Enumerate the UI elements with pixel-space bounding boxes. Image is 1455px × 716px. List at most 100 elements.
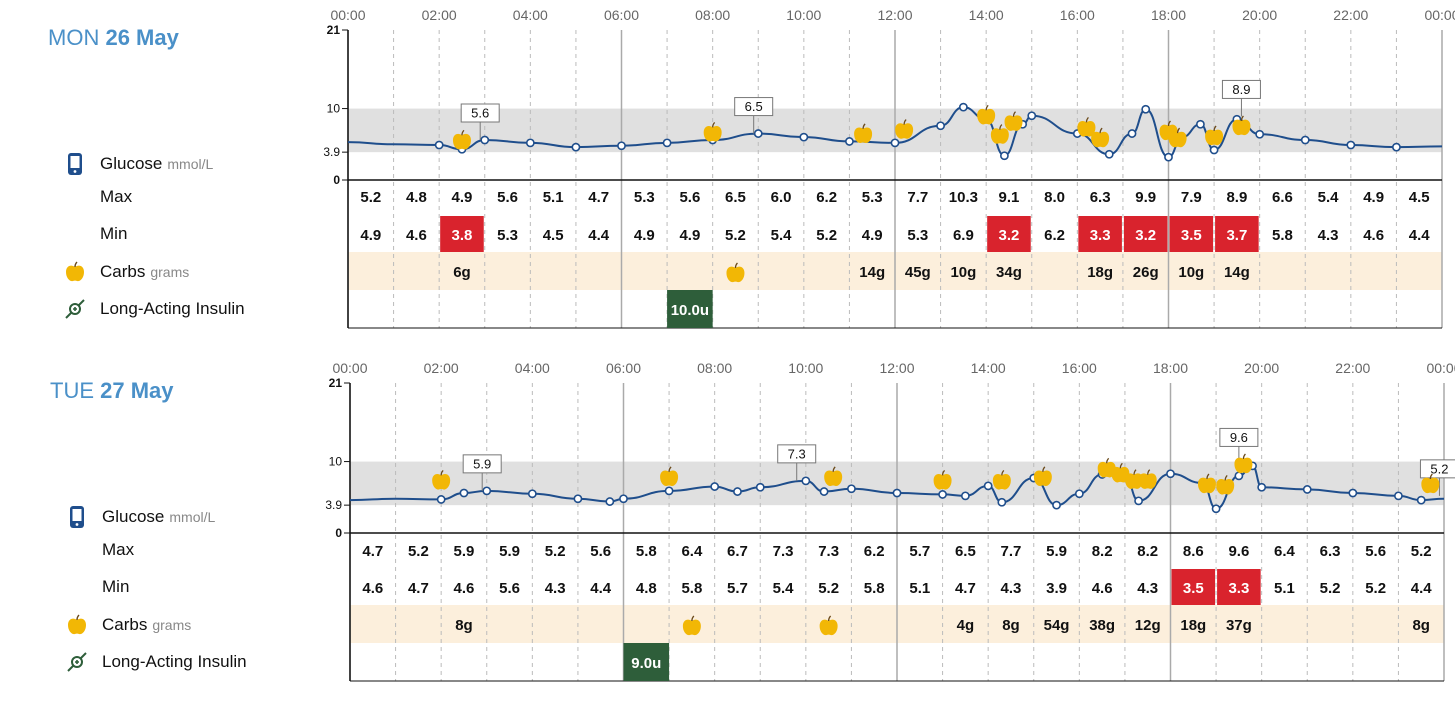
max-value: 4.7 xyxy=(588,189,609,206)
glucose-reading-dot xyxy=(890,138,900,148)
carbs-value: 4g xyxy=(957,617,975,634)
legend-min-label: Min xyxy=(102,577,130,596)
hour-label: 16:00 xyxy=(1062,360,1097,376)
callout-box xyxy=(1219,427,1259,447)
hour-label: 06:00 xyxy=(606,360,641,376)
min-value: 5.3 xyxy=(497,227,518,244)
min-value: 5.7 xyxy=(727,580,748,597)
legend-carbs-unit: grams xyxy=(152,617,192,633)
glucose-reading-dot xyxy=(459,488,469,498)
glucose-reading-dot xyxy=(1300,135,1310,145)
max-value: 6.3 xyxy=(1320,543,1341,560)
carb-marker-apple-icon xyxy=(1197,473,1216,494)
carbs-apple-icon xyxy=(726,262,745,283)
min-value: 5.2 xyxy=(1320,580,1341,597)
carbs-apple-icon xyxy=(819,615,838,636)
min-value: 4.9 xyxy=(862,227,883,244)
glucose-reading-dot xyxy=(619,494,628,504)
min-value: 4.8 xyxy=(636,580,657,597)
carb-marker-apple-icon xyxy=(1232,115,1251,136)
low-min-cell xyxy=(1078,216,1122,252)
carbs-value: 54g xyxy=(1044,617,1070,634)
carb-marker-apple-icon xyxy=(1168,127,1187,148)
min-value: 4.6 xyxy=(1092,580,1113,597)
glucose-reading-dot xyxy=(1074,489,1084,499)
min-value: 3.9 xyxy=(1046,580,1067,597)
glucose-reading-dot xyxy=(733,487,742,496)
y-tick-label: 3.9 xyxy=(325,498,342,512)
glucose-reading-dot xyxy=(1141,104,1151,114)
low-min-cell xyxy=(987,216,1031,252)
min-value: 4.9 xyxy=(679,227,700,244)
carb-marker-apple-icon xyxy=(1216,474,1235,495)
glucose-reading-dot xyxy=(1302,485,1312,494)
glucose-reading-dot xyxy=(1000,151,1009,161)
min-value: 5.1 xyxy=(1274,580,1295,597)
hour-label: 14:00 xyxy=(971,360,1006,376)
legend-glucose: Glucose mmol/L xyxy=(64,505,215,529)
carbs-value: 14g xyxy=(859,264,885,281)
min-value: 4.3 xyxy=(1318,227,1339,244)
carbs-value: 14g xyxy=(1224,264,1250,281)
hour-label: 00:00 xyxy=(1426,360,1455,376)
legend-insulin: Long-Acting Insulin xyxy=(62,297,245,321)
callout-box xyxy=(1419,459,1455,479)
hour-label: 10:00 xyxy=(788,360,823,376)
carb-marker-apple-icon xyxy=(1205,125,1224,146)
glucose-reading-dot xyxy=(605,497,615,506)
min-value: 4.9 xyxy=(360,227,381,244)
insulin-dose-label: 9.0u xyxy=(631,655,661,672)
carbs-value: 37g xyxy=(1226,617,1252,634)
min-value: 5.8 xyxy=(1272,227,1293,244)
max-value: 6.4 xyxy=(681,543,703,560)
max-value: 7.3 xyxy=(773,543,794,560)
max-value: 5.6 xyxy=(679,189,700,206)
min-value: 5.6 xyxy=(499,580,520,597)
min-value: 4.3 xyxy=(545,580,566,597)
max-value: 4.9 xyxy=(452,189,473,206)
max-value: 5.6 xyxy=(497,189,518,206)
carbs-value: 45g xyxy=(905,264,931,281)
carbs-apple-icon xyxy=(682,615,701,636)
min-value: 5.1 xyxy=(909,580,930,597)
glucose-reading-dot xyxy=(936,121,945,131)
glucose-reading-dot xyxy=(617,141,626,151)
glucose-reading-dot xyxy=(1027,111,1037,121)
carbs-value: 8g xyxy=(455,617,473,634)
glucose-reading-dot xyxy=(482,486,492,496)
max-value: 8.0 xyxy=(1044,189,1065,206)
carb-marker-apple-icon xyxy=(660,466,679,487)
glucose-reading-dot xyxy=(997,497,1007,507)
callout-value: 9.6 xyxy=(1230,430,1248,445)
glucose-reading-dot xyxy=(1052,500,1061,510)
max-value: 6.2 xyxy=(816,189,837,206)
min-value: 5.2 xyxy=(816,227,837,244)
max-value: 7.7 xyxy=(1001,543,1022,560)
min-value: 6.9 xyxy=(953,227,974,244)
carb-marker-apple-icon xyxy=(1097,457,1116,478)
glucose-reading-dot xyxy=(801,476,811,486)
min-value: 4.7 xyxy=(408,580,429,597)
legend-max: Max xyxy=(64,538,134,562)
carbs-value: 18g xyxy=(1180,617,1206,634)
max-value: 6.3 xyxy=(1090,189,1111,206)
min-value: 4.4 xyxy=(588,227,610,244)
hour-label: 12:00 xyxy=(879,360,914,376)
glucose-reading-dot xyxy=(1196,119,1205,129)
hour-label: 10:00 xyxy=(786,7,821,23)
weekday-label: MON xyxy=(48,25,100,50)
carb-marker-apple-icon xyxy=(1138,469,1157,489)
min-value: 5.4 xyxy=(771,227,793,244)
max-value: 5.9 xyxy=(1046,543,1067,560)
hour-label: 02:00 xyxy=(422,7,457,23)
glucose-reading-dot xyxy=(819,487,829,496)
legend-carbs-label: Carbs xyxy=(102,615,148,634)
glucose-reading-dot xyxy=(753,129,763,138)
phone-icon xyxy=(62,152,88,176)
min-value: 3.7 xyxy=(1226,227,1247,244)
low-min-cell xyxy=(1123,216,1168,252)
apple-icon xyxy=(62,260,88,284)
y-tick-label: 21 xyxy=(327,23,341,37)
max-value: 6.6 xyxy=(1272,189,1293,206)
min-value: 6.2 xyxy=(1044,227,1065,244)
